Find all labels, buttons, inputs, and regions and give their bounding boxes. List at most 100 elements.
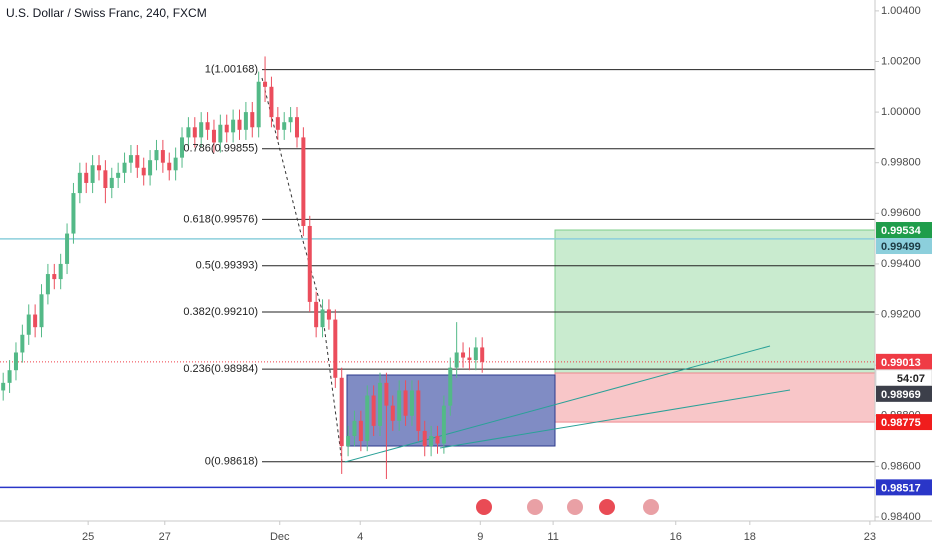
candle-body (71, 193, 76, 234)
candle-body (390, 405, 395, 421)
candle-body (333, 319, 338, 378)
candle-body (467, 357, 472, 361)
fib-label: 0.236(0.98984) (183, 363, 258, 375)
candle-body (237, 119, 242, 130)
price-label: 0.99534 (881, 225, 922, 237)
candle-body (65, 233, 70, 264)
x-tick-label: 18 (744, 531, 756, 543)
price-label: 0.98969 (881, 389, 921, 401)
fib-label: 0.618(0.99576) (183, 213, 258, 225)
fib-label: 1(1.00168) (205, 63, 258, 75)
y-tick-label: 0.98600 (881, 460, 921, 472)
price-label-box (876, 479, 932, 496)
price-label: 0.99499 (881, 241, 921, 253)
price-label-box (876, 414, 932, 431)
fib-label: 0(0.98618) (205, 456, 258, 468)
event-icon (527, 499, 543, 515)
event-icons (476, 499, 659, 515)
candle-body (473, 347, 478, 361)
candle-body (39, 294, 44, 328)
chart-title: U.S. Dollar / Swiss Franc, 240, FXCM (6, 6, 207, 20)
candle-body (269, 86, 274, 118)
candle-body (20, 334, 25, 353)
candle-body (26, 314, 31, 335)
candle-body (314, 301, 319, 328)
x-tick-label: 9 (477, 531, 483, 543)
candle-body (301, 137, 306, 226)
candle-body (205, 122, 210, 130)
zigzag-line (261, 77, 343, 463)
candle-body (84, 172, 89, 183)
candle-body (1, 382, 6, 391)
price-label: 0.98517 (881, 482, 921, 494)
candle-body (282, 122, 287, 130)
candle-body (13, 352, 18, 371)
candle-body (135, 155, 140, 168)
candle-body (250, 112, 255, 128)
candle-body (148, 160, 153, 176)
candle-body (397, 390, 402, 421)
candle-body (231, 119, 236, 133)
candle-body (256, 81, 261, 128)
candle-body (480, 347, 485, 362)
x-tick-label: 11 (547, 531, 558, 543)
candle-body (192, 127, 197, 138)
candle-body (441, 405, 446, 444)
fib-label: 0.5(0.99393) (196, 260, 258, 272)
candle-body (384, 382, 389, 406)
candle-body (448, 367, 453, 406)
candle-body (116, 172, 121, 178)
candles-layer (1, 56, 485, 480)
candle-body (263, 81, 268, 87)
candle-body (58, 263, 63, 280)
candle-body (224, 124, 229, 133)
candle-body (186, 127, 191, 138)
y-tick-label: 1.00200 (881, 55, 921, 67)
candle-body (339, 377, 344, 447)
candle-body (243, 112, 248, 130)
event-icon (567, 499, 583, 515)
event-icon (476, 499, 492, 515)
candle-body (211, 129, 216, 143)
fib-label: 0.382(0.99210) (183, 306, 258, 318)
x-tick-label: 23 (864, 531, 876, 543)
event-icon (599, 499, 615, 515)
x-tick-label: Dec (270, 531, 290, 543)
candle-body (435, 435, 440, 444)
candle-body (160, 150, 165, 163)
price-label: 0.98775 (881, 417, 921, 429)
candle-body (199, 122, 204, 138)
price-label-box (876, 353, 932, 370)
countdown: 54:07 (897, 373, 925, 385)
candle-body (7, 370, 12, 383)
y-tick-label: 0.99800 (881, 157, 921, 169)
y-tick-label: 1.00400 (881, 5, 921, 17)
candle-body (461, 352, 466, 358)
candle-body (122, 162, 127, 173)
candle-body (141, 167, 146, 176)
candle-body (454, 352, 459, 368)
candle-body (33, 314, 38, 328)
price-label-box (876, 238, 932, 255)
candle-body (128, 155, 133, 163)
y-tick-label: 1.00000 (881, 106, 921, 118)
candle-body (90, 165, 95, 183)
candle-body (103, 170, 108, 189)
candle-body (218, 124, 223, 143)
candle-body (307, 225, 312, 302)
x-tick-label: 25 (82, 531, 94, 543)
candle-body (275, 117, 280, 130)
candle-body (173, 157, 178, 171)
x-tick-label: 27 (159, 531, 171, 543)
y-tick-label: 0.99600 (881, 207, 921, 219)
candle-body (288, 117, 293, 123)
candle-body (109, 177, 114, 189)
background-layer (0, 69, 876, 489)
y-tick-label: 0.98400 (881, 511, 921, 523)
candle-body (326, 309, 331, 320)
candle-body (346, 435, 351, 447)
x-tick-label: 4 (357, 531, 363, 543)
candle-body (378, 382, 383, 426)
candle-body (365, 395, 370, 442)
